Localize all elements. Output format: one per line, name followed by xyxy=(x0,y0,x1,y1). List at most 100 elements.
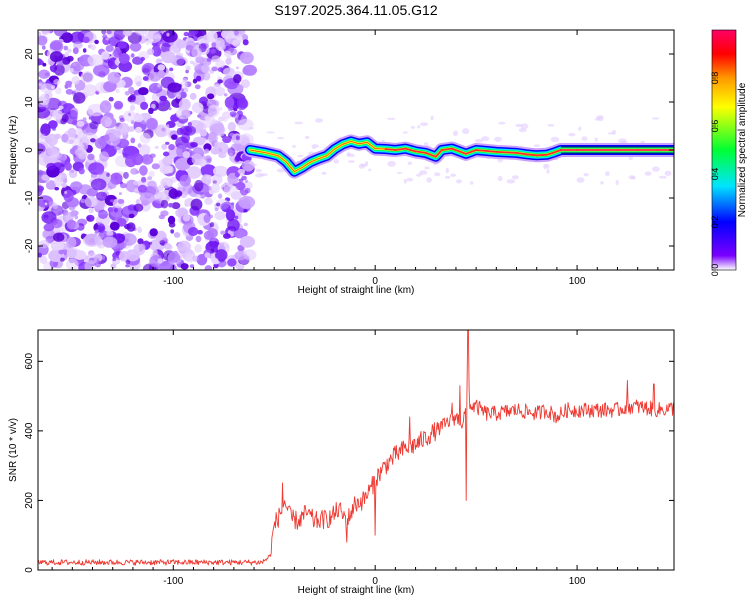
colorbar-label: Normalized spectral amplitude xyxy=(737,82,748,217)
noise-blob xyxy=(225,58,231,65)
halo-blob xyxy=(481,136,489,141)
halo-blob xyxy=(255,173,264,177)
noise-blob xyxy=(192,102,204,113)
noise-blob xyxy=(163,152,169,157)
noise-blob xyxy=(169,107,172,110)
noise-blob xyxy=(137,226,141,231)
noise-blob xyxy=(81,71,94,83)
noise-blob xyxy=(110,222,120,231)
noise-blob xyxy=(125,91,130,96)
noise-blob xyxy=(157,185,164,191)
noise-blob xyxy=(150,228,158,236)
noise-blob xyxy=(195,84,201,89)
noise-blob xyxy=(174,232,180,238)
snr-y-tick-label: 200 xyxy=(24,492,35,509)
noise-blob xyxy=(66,89,73,95)
noise-blob xyxy=(88,54,104,66)
noise-blob xyxy=(153,250,158,255)
noise-blob xyxy=(157,84,161,88)
halo-blob xyxy=(321,172,326,175)
noise-blob xyxy=(123,172,129,179)
noise-blob xyxy=(69,139,74,144)
noise-blob xyxy=(108,72,121,84)
noise-blob xyxy=(194,180,203,192)
noise-blob xyxy=(207,58,212,62)
noise-blob xyxy=(87,253,98,265)
noise-blob xyxy=(161,200,168,209)
halo-blob xyxy=(297,155,303,157)
spectrogram-y-tick-label: -20 xyxy=(24,238,35,253)
halo-blob xyxy=(600,181,604,184)
noise-blob xyxy=(139,244,146,250)
noise-blob xyxy=(180,126,193,136)
halo-blob xyxy=(277,137,284,139)
noise-blob xyxy=(116,251,120,255)
noise-blob xyxy=(186,66,191,71)
noise-blob xyxy=(218,47,222,52)
noise-blob xyxy=(51,244,58,251)
halo-blob xyxy=(408,162,412,165)
noise-blob xyxy=(183,151,191,158)
noise-blob xyxy=(39,240,50,248)
noise-blob xyxy=(161,51,175,63)
halo-blob xyxy=(368,169,371,172)
noise-blob xyxy=(140,192,155,204)
halo-blob xyxy=(494,137,502,142)
halo-blob xyxy=(640,141,645,143)
noise-blob xyxy=(162,30,178,42)
noise-blob xyxy=(100,116,112,127)
noise-blob xyxy=(61,183,67,188)
noise-blob xyxy=(113,48,122,57)
noise-blob xyxy=(223,185,238,196)
noise-blob xyxy=(177,94,181,99)
spectrogram-y-tick-label: 10 xyxy=(24,96,35,108)
noise-blob xyxy=(201,64,210,73)
noise-blob xyxy=(52,127,56,131)
noise-blob xyxy=(46,179,50,182)
noise-blob xyxy=(229,81,233,84)
noise-blob xyxy=(241,176,247,181)
noise-blob xyxy=(141,177,146,183)
noise-blob xyxy=(69,110,78,120)
noise-blob xyxy=(140,144,151,155)
halo-blob xyxy=(387,161,395,167)
halo-blob xyxy=(294,122,303,125)
noise-blob xyxy=(89,238,96,243)
colorbar-tick-label: 0.8 xyxy=(710,72,720,85)
snr-y-tick-label: 400 xyxy=(24,422,35,439)
noise-blob xyxy=(152,163,160,169)
halo-blob xyxy=(256,169,262,173)
noise-blob xyxy=(245,188,251,194)
ridge-core xyxy=(496,152,516,153)
spectrogram-y-label: Frequency (Hz) xyxy=(8,116,19,185)
noise-blob xyxy=(106,173,110,177)
noise-blob xyxy=(118,199,125,204)
halo-blob xyxy=(249,127,254,130)
noise-blob xyxy=(208,105,220,118)
noise-blob xyxy=(35,186,44,192)
noise-blob xyxy=(171,134,177,140)
noise-blob xyxy=(162,156,173,166)
noise-blob xyxy=(155,146,159,149)
noise-blob xyxy=(77,121,85,127)
colorbar-tick-label: 0.4 xyxy=(710,168,720,181)
halo-blob xyxy=(453,130,458,136)
noise-blob xyxy=(174,190,182,197)
noise-blob xyxy=(140,102,148,110)
noise-blob xyxy=(114,208,118,213)
noise-blob xyxy=(212,174,223,185)
noise-blob xyxy=(94,40,99,44)
spectrogram-x-label: Height of straight line (km) xyxy=(298,285,415,296)
noise-blob xyxy=(159,197,162,200)
noise-blob xyxy=(107,231,114,236)
halo-blob xyxy=(506,179,515,183)
ridge-core xyxy=(537,155,547,156)
noise-blob xyxy=(157,258,163,263)
noise-blob xyxy=(164,185,169,189)
noise-blob xyxy=(143,65,152,74)
noise-blob xyxy=(237,84,244,91)
colorbar-gradient xyxy=(712,30,736,270)
halo-blob xyxy=(424,167,430,170)
noise-blob xyxy=(52,203,58,209)
noise-blob xyxy=(220,202,234,212)
